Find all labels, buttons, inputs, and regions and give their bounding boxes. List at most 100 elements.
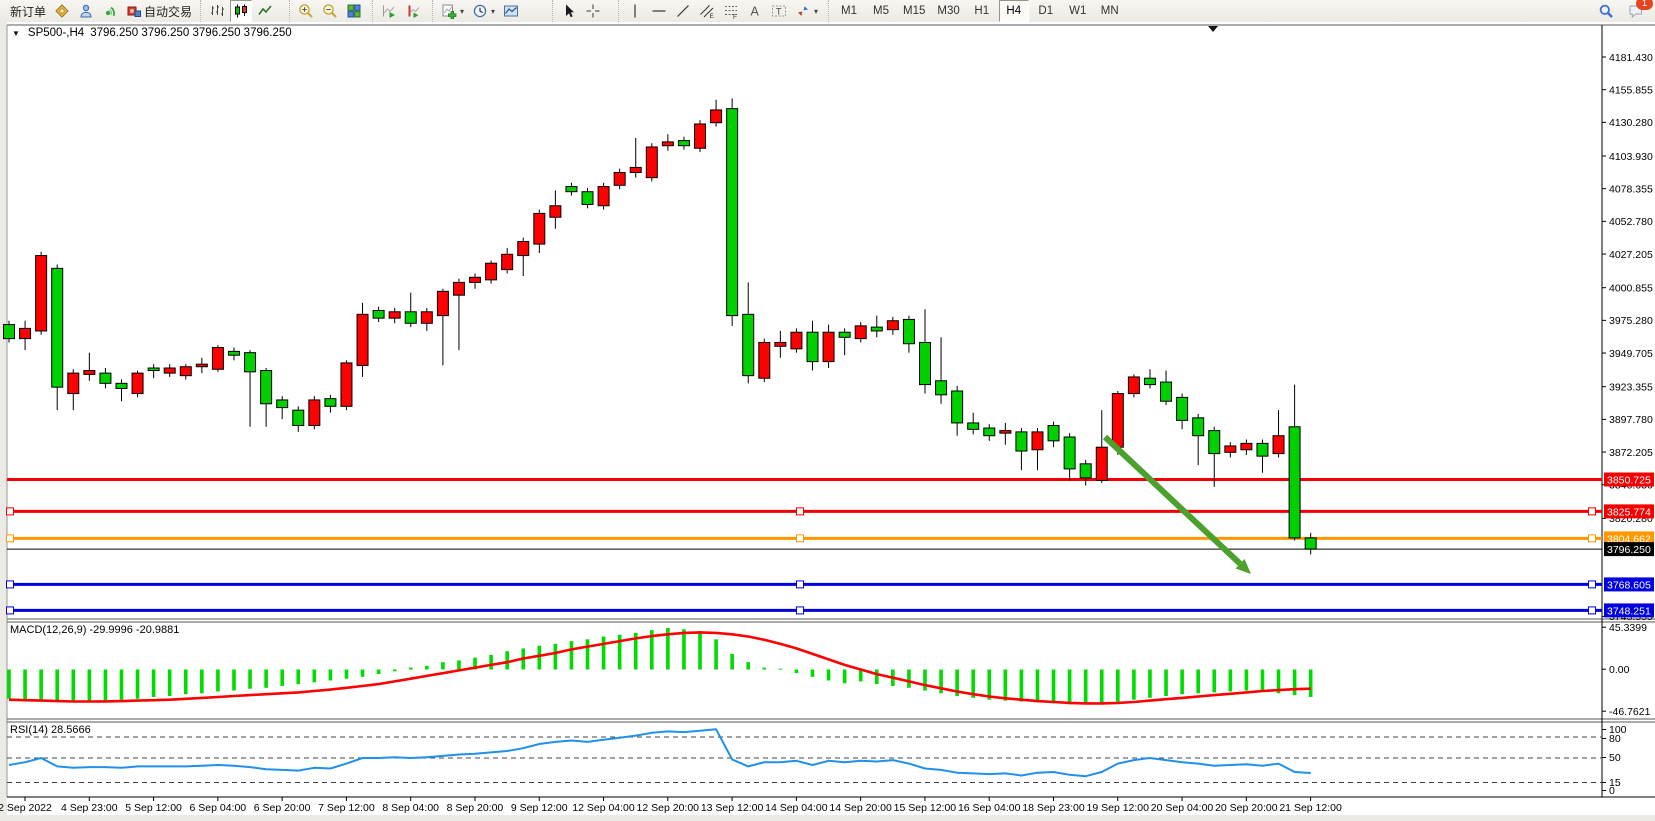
candle <box>677 140 690 147</box>
chart-shift-marker[interactable] <box>1208 26 1218 32</box>
date-axis-label: 15 Sep 12:00 <box>894 802 957 814</box>
candle <box>340 362 353 407</box>
cursor-button[interactable] <box>558 0 580 22</box>
timeframe-m30-button[interactable]: M30 <box>937 5 960 17</box>
macd-histogram-bar <box>810 669 815 677</box>
vertical-line-button[interactable] <box>624 0 646 22</box>
macd-histogram-bar <box>1244 669 1249 691</box>
line-handle[interactable] <box>796 507 804 516</box>
line-handle[interactable] <box>6 507 14 516</box>
equidistant-channel-button[interactable]: E <box>696 0 718 22</box>
line-handle[interactable] <box>1588 534 1596 543</box>
rsi-axis-tick: 15 <box>1609 777 1621 789</box>
crosshair-button[interactable] <box>582 0 604 22</box>
line-handle[interactable] <box>1588 507 1596 516</box>
arrows-button[interactable]: ▾ <box>792 0 821 22</box>
macd-histogram-bar <box>1276 669 1281 694</box>
candle <box>790 331 803 350</box>
macd-histogram-bar <box>248 669 252 689</box>
search-button[interactable] <box>1595 0 1617 22</box>
chart-shift-button[interactable] <box>402 0 424 22</box>
macd-histogram-bar <box>907 669 911 688</box>
horizontal-line-button[interactable] <box>648 0 670 22</box>
autotrade-button[interactable]: 自动交易 <box>123 0 195 22</box>
template-button[interactable] <box>500 0 522 22</box>
text-label-button[interactable]: T <box>768 0 790 22</box>
new-order-button[interactable]: 新订单 <box>7 0 49 22</box>
line-handle[interactable] <box>796 580 804 589</box>
trend-arrow-object[interactable] <box>1102 434 1243 566</box>
line-handle[interactable] <box>1588 580 1596 589</box>
line-handle[interactable] <box>6 534 14 543</box>
date-axis-label: 2 Sep 2022 <box>0 802 52 814</box>
price-axis-tick: 3897.780 <box>1609 414 1653 426</box>
candle <box>854 325 867 340</box>
candle <box>51 267 64 388</box>
line-handle[interactable] <box>6 606 14 615</box>
macd-histogram-bar <box>296 669 301 685</box>
timeframe-d1-button[interactable]: D1 <box>1038 5 1054 17</box>
rsi-axis-tick: 100 <box>1609 724 1627 736</box>
timeframe-m5-button[interactable]: M5 <box>873 5 889 17</box>
timeframe-m15-button[interactable]: M15 <box>903 5 926 17</box>
line-handle[interactable] <box>6 580 14 589</box>
coins-icon <box>55 4 69 18</box>
signal-button[interactable] <box>99 0 121 22</box>
candle <box>838 331 851 338</box>
macd-histogram-bar <box>1099 669 1104 704</box>
price-axis-tick: 4181.430 <box>1609 52 1653 64</box>
crosshair-icon <box>586 4 600 18</box>
tile-windows-button[interactable] <box>343 0 365 22</box>
coins-button[interactable] <box>51 0 73 22</box>
chevron-down-icon[interactable]: ▼ <box>12 28 20 38</box>
profile-button[interactable] <box>75 0 97 22</box>
autotrade-icon <box>127 6 142 17</box>
timeframe-m1-button[interactable]: M1 <box>841 5 857 17</box>
candle <box>822 331 835 363</box>
timeframe-mn-button[interactable]: MN <box>1100 5 1119 17</box>
date-axis-label: 6 Sep 20:00 <box>254 802 311 814</box>
chevron-down-icon: ▾ <box>491 6 496 16</box>
line-chart-button[interactable] <box>254 0 276 22</box>
zoom-in-button[interactable] <box>295 0 317 22</box>
candle <box>1288 426 1301 539</box>
line-handle[interactable] <box>796 534 804 543</box>
equidistant-channel-icon: E <box>700 5 715 19</box>
candle <box>83 370 96 375</box>
timeframe-w1-button[interactable]: W1 <box>1069 5 1087 17</box>
auto-scroll-button[interactable] <box>378 0 400 22</box>
svg-text:F: F <box>733 14 737 19</box>
candle <box>1272 435 1285 455</box>
candle <box>533 212 546 245</box>
macd-histogram-bar <box>151 669 156 697</box>
period-clock-button[interactable]: ▾ <box>469 0 498 22</box>
timeframe-h4-button[interactable]: H4 <box>998 0 1029 22</box>
candle <box>967 422 980 430</box>
zoom-out-button[interactable] <box>319 0 341 22</box>
candlestick-icon <box>235 4 247 18</box>
macd-histogram-bar <box>826 669 831 681</box>
candle <box>292 409 305 426</box>
candlestick-button[interactable] <box>230 0 252 22</box>
bar-chart-button[interactable] <box>206 0 228 22</box>
trendline-button[interactable] <box>672 0 694 22</box>
date-axis-label: 20 Sep 04:00 <box>1151 802 1214 814</box>
new-chart-button[interactable]: ▾ <box>438 0 467 22</box>
zoom-out-icon <box>323 4 337 18</box>
notifications-button[interactable]: 1 <box>1625 0 1653 22</box>
macd-histogram-bar <box>103 669 108 701</box>
fibonacci-button[interactable]: F <box>720 0 742 22</box>
candle <box>1127 376 1140 395</box>
macd-histogram-bar <box>1292 669 1297 696</box>
line-handle[interactable] <box>1588 606 1596 615</box>
line-handle[interactable] <box>796 606 804 615</box>
horizontal-line-icon <box>652 10 666 12</box>
chart-ohlc-quote: 3796.250 3796.250 3796.250 3796.250 <box>90 27 292 39</box>
timeframe-h1-button[interactable]: H1 <box>974 5 990 17</box>
candle <box>742 313 755 377</box>
macd-histogram-bar <box>1035 669 1040 703</box>
candle <box>1111 393 1124 448</box>
text-button[interactable]: A <box>744 0 766 22</box>
